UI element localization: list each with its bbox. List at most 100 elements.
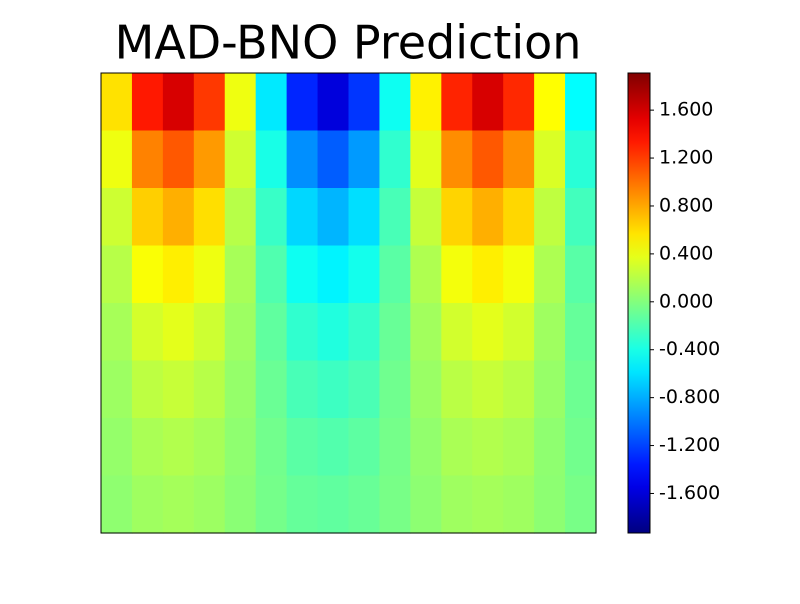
heatmap-cell (534, 188, 566, 247)
heatmap-cell (193, 475, 226, 534)
colorbar-tick-label: 1.200 (659, 147, 713, 169)
heatmap-cell (410, 188, 442, 247)
heatmap-cell (255, 188, 288, 247)
heatmap-cell (503, 360, 535, 419)
heatmap-cell (565, 245, 597, 304)
heatmap-cell (348, 303, 381, 362)
heatmap-cell (317, 245, 350, 304)
heatmap-cell (286, 188, 319, 247)
heatmap-cell (410, 130, 442, 189)
heatmap-cell (410, 360, 442, 419)
heatmap-cell (255, 418, 288, 477)
heatmap-cell (131, 245, 164, 304)
heatmap-cell (193, 73, 226, 132)
heatmap-cell (534, 73, 566, 132)
heatmap-cell (472, 418, 504, 477)
heatmap-cell (317, 303, 350, 362)
heatmap-cell (286, 418, 319, 477)
heatmap-cell (379, 245, 411, 304)
heatmap-cell (317, 73, 350, 132)
heatmap-cell (317, 475, 350, 534)
heatmap-cell (255, 475, 288, 534)
heatmap-cell (503, 245, 535, 304)
heatmap-cell (379, 188, 411, 247)
heatmap-cell (162, 475, 195, 534)
heatmap-cell (503, 188, 535, 247)
heatmap-cell (441, 245, 473, 304)
heatmap-cell (255, 130, 288, 189)
colorbar-tick-label: 0.000 (659, 290, 713, 312)
heatmap-cell (317, 130, 350, 189)
heatmap-cell (410, 418, 442, 477)
heatmap-cell (224, 360, 257, 419)
heatmap-cell (193, 245, 226, 304)
heatmap-cell (565, 418, 597, 477)
heatmap-cell (441, 73, 473, 132)
heatmap-cell (162, 73, 195, 132)
heatmap-cell (317, 418, 350, 477)
heatmap-cell (286, 130, 319, 189)
heatmap-cell (131, 360, 164, 419)
heatmap-cell (131, 303, 164, 362)
heatmap-cell (348, 360, 381, 419)
colorbar-tick-label: -0.800 (659, 386, 720, 408)
heatmap-cell (255, 73, 288, 132)
colorbar-tick-label: 1.600 (659, 99, 713, 121)
heatmap-cell (286, 303, 319, 362)
heatmap-cell (441, 188, 473, 247)
heatmap-cell (441, 418, 473, 477)
colorbar-tick-label: -0.400 (659, 338, 720, 360)
heatmap-cell (534, 360, 566, 419)
heatmap-cell (503, 475, 535, 534)
heatmap-cell (224, 130, 257, 189)
heatmap-cell (348, 130, 381, 189)
heatmap-cell (472, 245, 504, 304)
heatmap-cell (255, 303, 288, 362)
heatmap-cell (162, 360, 195, 419)
heatmap-cell (193, 130, 226, 189)
heatmap-cell (441, 360, 473, 419)
heatmap-cell (534, 475, 566, 534)
heatmap-cell (224, 303, 257, 362)
heatmap-cell (101, 475, 133, 534)
heatmap-cell (472, 188, 504, 247)
heatmap-cell (503, 303, 535, 362)
heatmap-cell (193, 418, 226, 477)
heatmap-cell (503, 130, 535, 189)
heatmap-cell (317, 360, 350, 419)
heatmap-cell (379, 360, 411, 419)
heatmap-cell (410, 73, 442, 132)
heatmap-cell (503, 73, 535, 132)
heatmap-cell (379, 475, 411, 534)
heatmap-cell (441, 475, 473, 534)
heatmap-cell (286, 360, 319, 419)
heatmap-cell (101, 245, 133, 304)
chart-title: MAD-BNO Prediction (115, 16, 582, 70)
colorbar-tick-label: -1.600 (659, 482, 720, 504)
heatmap-cell (101, 130, 133, 189)
heatmap-cell (286, 475, 319, 534)
heatmap-cell (565, 475, 597, 534)
heatmap-cell (348, 475, 381, 534)
heatmap (101, 73, 597, 534)
heatmap-cell (441, 303, 473, 362)
heatmap-cell (565, 360, 597, 419)
heatmap-cell (101, 360, 133, 419)
heatmap-cell (565, 188, 597, 247)
heatmap-cell (224, 475, 257, 534)
heatmap-cell (472, 130, 504, 189)
heatmap-cell (101, 188, 133, 247)
colorbar (627, 72, 651, 534)
heatmap-cell (472, 360, 504, 419)
heatmap-cell (224, 418, 257, 477)
heatmap-cell (317, 188, 350, 247)
heatmap-cell (162, 418, 195, 477)
heatmap-cell (348, 418, 381, 477)
heatmap-cell (534, 303, 566, 362)
plot-frame (100, 72, 597, 534)
heatmap-cell (441, 130, 473, 189)
heatmap-cell (348, 73, 381, 132)
heatmap-cell (348, 245, 381, 304)
heatmap-cell (131, 475, 164, 534)
heatmap-cell (131, 73, 164, 132)
